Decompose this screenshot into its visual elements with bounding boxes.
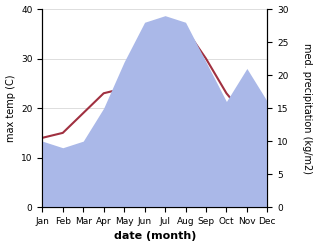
Y-axis label: med. precipitation (kg/m2): med. precipitation (kg/m2) xyxy=(302,43,313,174)
X-axis label: date (month): date (month) xyxy=(114,231,196,242)
Y-axis label: max temp (C): max temp (C) xyxy=(5,74,16,142)
